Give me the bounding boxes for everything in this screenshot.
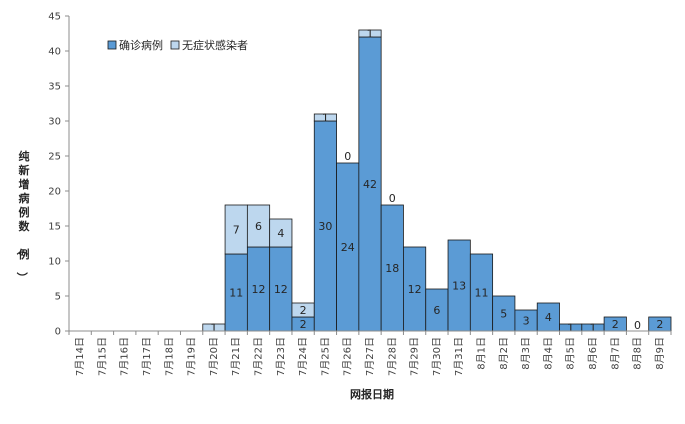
y-tick-label: 35 [48,82,61,93]
legend-swatch [170,40,180,50]
bar-label-asymptomatic: 0 [344,150,351,163]
x-tick-label: 8月8日 [632,337,644,370]
legend-label: 确诊病例 [119,38,163,52]
x-tick-label: 8月3日 [520,337,532,370]
x-tick-label: 7月30日 [431,337,443,376]
x-tick-label: 8月2日 [498,337,510,370]
x-tick-label: 8月7日 [609,337,621,370]
x-tick-label: 8月9日 [654,337,666,370]
x-tick-label: 7月14日 [74,337,86,376]
bar-label-asymptomatic: 2 [300,304,307,317]
x-tick-label: 7月15日 [96,337,108,376]
bar-label-confirmed: 1 [567,322,574,335]
bar-label-asymptomatic: 6 [255,220,262,233]
bar-label-confirmed: 24 [341,241,355,254]
bar-label-confirmed: 18 [385,262,399,275]
x-tick-label: 7月25日 [319,337,331,376]
bar-label-confirmed: 2 [612,318,619,331]
y-tick-label: 5 [55,292,61,303]
x-tick-label: 7月26日 [342,337,354,376]
bar-label-confirmed: 30 [318,220,332,233]
bar-asymptomatic [358,29,382,38]
x-tick-label: 7月24日 [297,337,309,376]
x-axis-title: 网报日期 [350,387,394,401]
x-tick-label: 7月17日 [141,337,153,376]
bar-label-confirmed: 11 [474,287,488,300]
y-tick-label: 40 [48,47,61,58]
y-axis-title: 纯新增病例数（例） [16,149,31,283]
legend: 确诊病例 无症状感染者 [107,38,248,52]
bar-label-confirmed: 12 [274,283,288,296]
x-tick-label: 8月6日 [587,337,599,370]
bar-label-confirmed: 42 [363,178,377,191]
bar-label-confirmed: 5 [500,308,507,321]
legend-label: 无症状感染者 [182,38,248,52]
y-axis-title-char: （ [16,244,29,255]
x-tick-label: 7月20日 [208,337,220,376]
x-tick-label: 7月28日 [386,337,398,376]
y-tick-label: 30 [48,117,61,128]
x-tick-label: 7月18日 [163,337,175,376]
bar-label-confirmed: 1 [589,322,596,335]
bar-label-confirmed: 2 [656,318,663,331]
y-axis-title-char: 增 [19,177,30,191]
x-tick-label: 7月29日 [409,337,421,376]
x-tick-label: 7月19日 [186,337,198,376]
y-axis-title-char: 数 [19,219,31,233]
bar-label-confirmed: 6 [433,304,440,317]
bar-label-asymptomatic: 1 [367,28,374,41]
x-tick-label: 7月22日 [253,337,265,376]
y-axis-title-char: 例 [19,205,30,219]
x-tick-label: 8月1日 [475,337,487,370]
bar-label-confirmed: 0 [634,319,641,332]
bar-label-asymptomatic: 1 [322,112,329,125]
x-tick-label: 7月31日 [453,337,465,376]
x-tick-label: 7月27日 [364,337,376,376]
bar-label-asymptomatic: 1 [210,322,217,335]
x-axis-ticks: 7月14日 7月15日 7月16日 7月17日 7月18日 7月19日 7月20日 7月21日… [68,331,672,376]
legend-swatch [107,40,117,50]
y-axis-title-char: ） [16,272,29,283]
y-tick-label: 0 [55,327,61,338]
bar-label-asymptomatic: 4 [277,227,284,240]
bar-label-confirmed: 11 [229,287,243,300]
bar-asymptomatic [313,113,337,122]
bar-label-asymptomatic: 7 [233,224,240,237]
y-tick-label: 15 [48,222,61,233]
y-axis-title-char: 例 [19,247,30,261]
y-axis-ticks: 0 5 10 15 20 25 30 35 40 45 [48,12,69,338]
bar-label-confirmed: 3 [523,315,530,328]
bar-label-asymptomatic: 0 [389,192,396,205]
bar-label-confirmed: 2 [300,318,307,331]
y-axis-title-char: 新 [19,163,30,177]
y-tick-label: 10 [48,257,61,268]
y-tick-label: 20 [48,187,61,198]
bar-label-confirmed: 12 [408,283,422,296]
bar-label-confirmed: 12 [252,283,266,296]
bar-asymptomatic [269,218,293,248]
bar-label-confirmed: 13 [452,280,466,293]
y-axis-title-char: 纯 [19,149,30,163]
x-tick-label: 7月21日 [230,337,242,376]
x-tick-label: 7月16日 [119,337,131,376]
x-tick-label: 8月4日 [542,337,554,370]
y-tick-label: 25 [48,152,61,163]
bars-group [202,29,672,332]
y-axis-title-char: 病 [19,191,30,205]
x-tick-label: 8月5日 [565,337,577,370]
bar-label-confirmed: 4 [545,311,552,324]
x-tick-label: 7月23日 [275,337,287,376]
y-tick-label: 45 [48,12,61,23]
